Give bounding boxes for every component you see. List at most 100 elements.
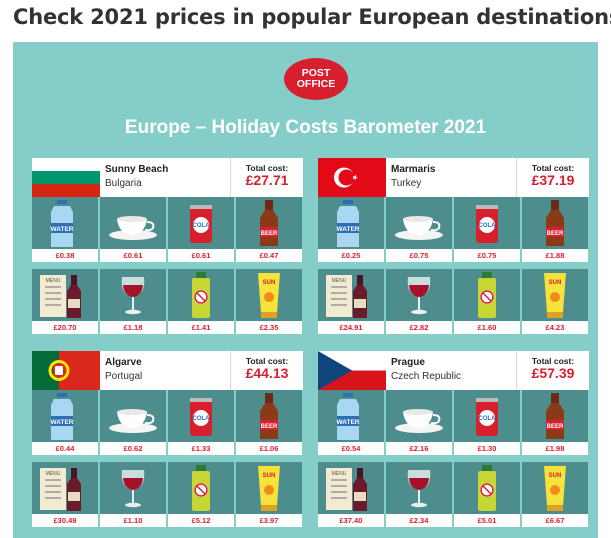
item-price: £5.12: [168, 514, 234, 527]
total-cost-value: £44.13: [245, 365, 289, 381]
total-cost-box: Total cost: £27.71: [230, 158, 303, 197]
item-price: £4.23: [522, 321, 588, 334]
destination-country: Portugal: [105, 371, 143, 382]
item-cell: £2.34: [386, 462, 452, 527]
destination-country: Turkey: [391, 178, 422, 189]
item-cell: SUN £4.23: [522, 269, 588, 334]
total-cost-label: Total cost:: [531, 356, 575, 366]
item-price: £1.18: [100, 321, 166, 334]
item-cell: £5.12: [168, 462, 234, 527]
svg-text:WATER: WATER: [337, 226, 360, 233]
item-cell: £1.60: [454, 269, 520, 334]
item-price: £0.62: [100, 442, 166, 455]
item-cell: £0.62: [100, 390, 166, 455]
item-cell: £1.18: [100, 269, 166, 334]
water-bottle-icon: WATER: [32, 197, 98, 249]
wine-glass-icon: [386, 269, 452, 321]
destination-card-turkey: Marmaris Turkey Total cost: £37.19 WATER…: [318, 158, 589, 336]
post-office-logo: POST OFFICE: [286, 60, 346, 98]
item-cell: £1.10: [100, 462, 166, 527]
total-cost-box: Total cost: £37.19: [516, 158, 589, 197]
total-cost-value: £27.71: [245, 172, 289, 188]
beer-bottle-icon: BEER: [236, 390, 302, 442]
item-price: £0.25: [318, 249, 384, 262]
card-header: Marmaris Turkey Total cost: £37.19: [318, 158, 589, 197]
item-cell: SUN £6.67: [522, 462, 588, 527]
total-cost-label: Total cost:: [245, 356, 289, 366]
svg-text:MENU: MENU: [332, 278, 347, 284]
total-cost-box: Total cost: £44.13: [230, 351, 303, 390]
total-cost-box: Total cost: £57.39: [516, 351, 589, 390]
item-price: £0.75: [454, 249, 520, 262]
item-price: £1.41: [168, 321, 234, 334]
item-cell: £0.61: [100, 197, 166, 262]
item-price: £1.33: [168, 442, 234, 455]
item-cell: COLA £1.30: [454, 390, 520, 455]
item-price: £20.70: [32, 321, 98, 334]
svg-text:SUN: SUN: [263, 473, 276, 479]
item-price: £3.97: [236, 514, 302, 527]
water-bottle-icon: WATER: [32, 390, 98, 442]
svg-text:COLA: COLA: [479, 223, 497, 229]
item-cell: COLA £0.61: [168, 197, 234, 262]
item-cell: £0.75: [386, 197, 452, 262]
card-header: Prague Czech Republic Total cost: £57.39: [318, 351, 589, 390]
cola-can-icon: COLA: [168, 197, 234, 249]
barometer-panel: POST OFFICE Europe – Holiday Costs Barom…: [13, 42, 598, 538]
portugal-flag-icon: [32, 351, 100, 390]
coffee-cup-icon: [386, 390, 452, 442]
svg-text:MENU: MENU: [46, 471, 61, 477]
sun-cream-icon: SUN: [522, 462, 588, 514]
destination-card-bulgaria: Sunny Beach Bulgaria Total cost: £27.71 …: [32, 158, 303, 336]
svg-text:MENU: MENU: [332, 471, 347, 477]
item-cell: BEER £0.47: [236, 197, 302, 262]
item-price: £1.06: [236, 442, 302, 455]
destination-country: Czech Republic: [391, 371, 462, 382]
menu-wine-bottle-icon: MENU: [318, 462, 384, 514]
item-cell: WATER £0.44: [32, 390, 98, 455]
item-cell: £1.41: [168, 269, 234, 334]
destination-name: Marmaris: [391, 164, 436, 175]
item-price: £0.61: [100, 249, 166, 262]
item-price: £2.34: [386, 514, 452, 527]
item-price: £1.30: [454, 442, 520, 455]
wine-glass-icon: [100, 462, 166, 514]
svg-text:COLA: COLA: [193, 223, 211, 229]
svg-text:SUN: SUN: [263, 280, 276, 286]
item-cell: WATER £0.54: [318, 390, 384, 455]
destination-card-czech: Prague Czech Republic Total cost: £57.39…: [318, 351, 589, 529]
svg-text:COLA: COLA: [193, 416, 211, 422]
destination-country: Bulgaria: [105, 178, 142, 189]
total-cost-label: Total cost:: [245, 163, 289, 173]
beer-bottle-icon: BEER: [522, 197, 588, 249]
insect-repellent-icon: [168, 462, 234, 514]
item-price: £0.61: [168, 249, 234, 262]
beer-bottle-icon: BEER: [522, 390, 588, 442]
svg-text:WATER: WATER: [51, 419, 74, 426]
item-cell: £2.82: [386, 269, 452, 334]
item-cell: SUN £3.97: [236, 462, 302, 527]
item-price: £1.10: [100, 514, 166, 527]
insect-repellent-icon: [454, 269, 520, 321]
coffee-cup-icon: [100, 390, 166, 442]
item-cell: COLA £1.33: [168, 390, 234, 455]
destination-card-portugal: Algarve Portugal Total cost: £44.13 WATE…: [32, 351, 303, 529]
water-bottle-icon: WATER: [318, 197, 384, 249]
item-price: £30.49: [32, 514, 98, 527]
czech-flag-icon: [318, 351, 386, 390]
bulgaria-flag-icon: [32, 158, 100, 197]
item-cell: MENU £37.40: [318, 462, 384, 527]
svg-text:SUN: SUN: [549, 280, 562, 286]
item-price: £24.91: [318, 321, 384, 334]
item-price: £0.75: [386, 249, 452, 262]
item-price: £0.54: [318, 442, 384, 455]
svg-text:BEER: BEER: [547, 424, 564, 430]
page-headline: Check 2021 prices in popular European de…: [13, 5, 611, 29]
barometer-title: Europe – Holiday Costs Barometer 2021: [124, 117, 487, 138]
cola-can-icon: COLA: [168, 390, 234, 442]
item-price: £37.40: [318, 514, 384, 527]
water-bottle-icon: WATER: [318, 390, 384, 442]
item-cell: MENU £24.91: [318, 269, 384, 334]
item-price: £1.98: [522, 442, 588, 455]
destination-name: Prague: [391, 357, 425, 368]
